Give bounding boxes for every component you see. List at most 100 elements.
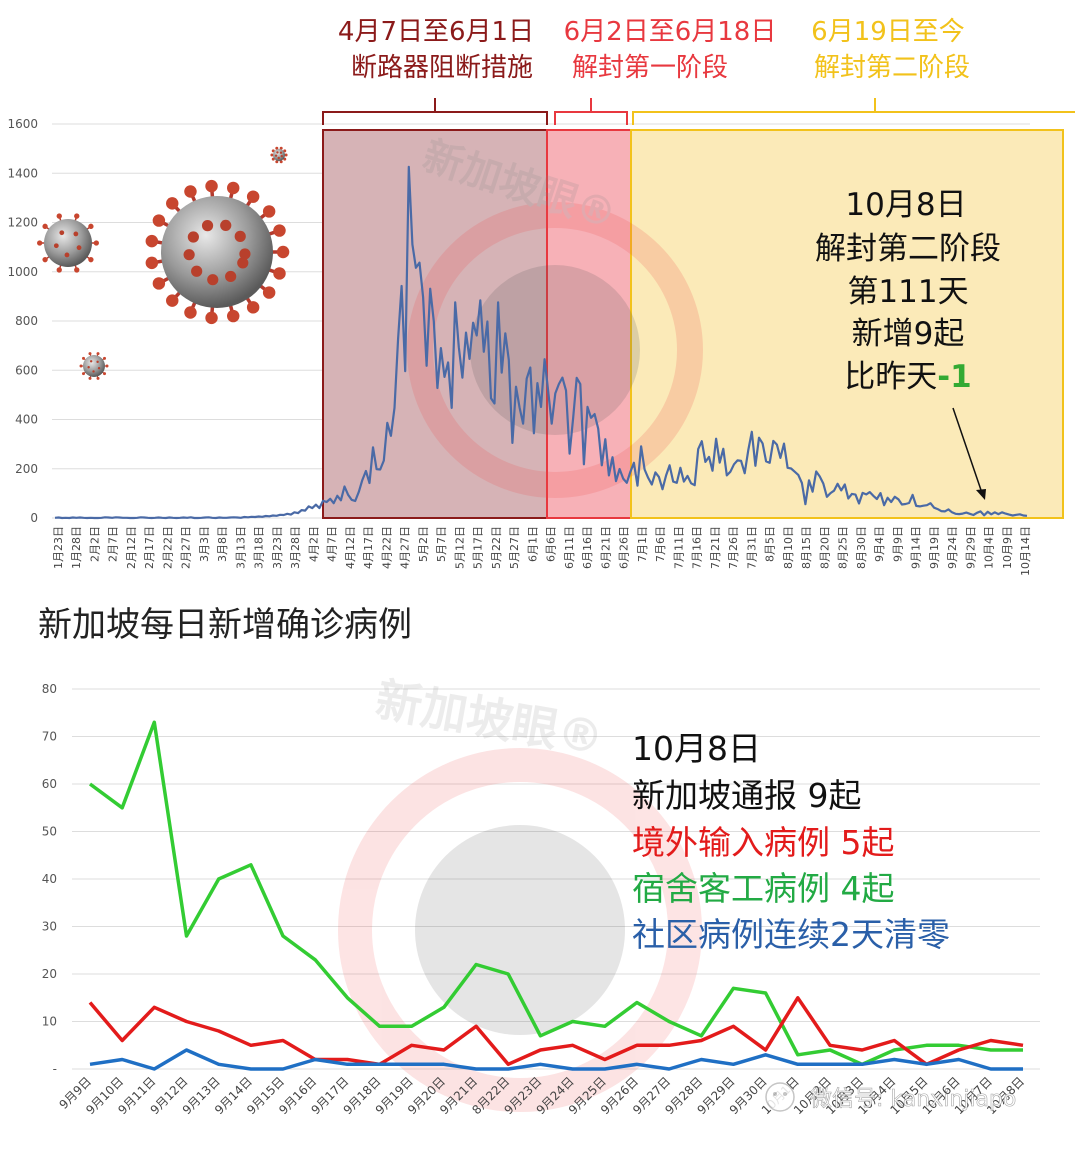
virus-spike-tip bbox=[205, 311, 218, 325]
top-x-tick-label: 8月25日 bbox=[837, 526, 850, 569]
top-x-tick-label: 3月18日 bbox=[253, 526, 266, 569]
virus-surface-spot bbox=[96, 360, 99, 364]
top-x-tick-label: 8月5日 bbox=[764, 526, 777, 562]
virus-spike-tip bbox=[96, 352, 100, 356]
phase3-range: 6月19日至今 bbox=[811, 17, 965, 47]
top-y-tick-label: 600 bbox=[15, 363, 38, 377]
top-x-tick-label: 8月15日 bbox=[800, 526, 813, 569]
top-y-tick-label: 200 bbox=[15, 462, 38, 476]
virus-spike-tip bbox=[166, 294, 179, 307]
top-x-tick-label: 10月14日 bbox=[1019, 526, 1032, 576]
top-x-tick-label: 6月6日 bbox=[545, 526, 558, 562]
top-x-tick-label: 9月4日 bbox=[873, 526, 886, 562]
bottom-y-tick-label: 30 bbox=[42, 920, 57, 934]
virus-body bbox=[273, 149, 285, 161]
virus-spike-tip bbox=[283, 149, 287, 153]
top-x-tick-label: 9月19日 bbox=[928, 526, 941, 569]
virus-surface-spot bbox=[225, 270, 237, 283]
top-y-axis: 0 200 400 600 800 1000 1200 1400 1600 bbox=[7, 117, 38, 525]
phase2-range: 6月2日至6月18日 bbox=[564, 17, 777, 47]
top-annot-date: 10月8日 bbox=[845, 187, 966, 223]
top-x-tick-label: 3月8日 bbox=[216, 526, 229, 562]
bottom-series bbox=[88, 720, 1024, 1071]
virus-spike-tip bbox=[273, 267, 286, 280]
virus-spike-tip bbox=[226, 309, 240, 323]
top-x-tick-label: 4月7日 bbox=[326, 526, 339, 562]
bottom-annot-total: 新加坡通报 9起 bbox=[632, 776, 862, 815]
virus-surface-spot bbox=[276, 151, 279, 154]
bottom-y-axis: - 10 20 30 40 50 60 70 80 bbox=[42, 682, 57, 1076]
virus-spike-tip bbox=[88, 376, 92, 380]
virus-surface-spot bbox=[220, 219, 232, 231]
phase3-region bbox=[630, 129, 1064, 519]
virus-spike-tip bbox=[93, 240, 99, 246]
virus-spike-tip bbox=[246, 301, 260, 314]
virus-spike-tip bbox=[246, 190, 260, 203]
virus-spike-tip bbox=[42, 223, 48, 230]
virus-spike-tip bbox=[56, 213, 62, 219]
bottom-y-tick-label: 70 bbox=[42, 730, 57, 744]
virus-icon-small-left bbox=[37, 213, 99, 273]
virus-spike-tip bbox=[273, 224, 286, 237]
virus-spike-tip bbox=[81, 372, 85, 376]
virus-spike-tip bbox=[279, 146, 283, 150]
top-x-tick-label: 9月14日 bbox=[910, 526, 923, 569]
chart-title: 新加坡每日新增确诊病例 bbox=[38, 605, 412, 645]
top-y-tick-label: 0 bbox=[30, 511, 38, 525]
virus-spike-tip bbox=[81, 356, 85, 360]
virus-spike-tip bbox=[74, 213, 80, 219]
virus-spike-tip bbox=[279, 160, 283, 164]
virus-surface-spot bbox=[187, 231, 199, 243]
top-x-tick-label: 5月7日 bbox=[435, 526, 448, 562]
virus-icon-large bbox=[145, 179, 290, 325]
top-x-tick-label: 2月17日 bbox=[143, 526, 156, 569]
virus-surface-spot bbox=[237, 257, 249, 269]
top-y-tick-label: 1400 bbox=[7, 166, 38, 180]
top-x-tick-label: 10月4日 bbox=[983, 526, 996, 569]
annotation-arrow bbox=[952, 407, 986, 500]
virus-spike-tip bbox=[79, 364, 83, 368]
top-x-tick-label: 6月21日 bbox=[599, 526, 612, 569]
top-x-tick-label: 6月1日 bbox=[526, 526, 539, 562]
top-y-tick-label: 1600 bbox=[7, 117, 38, 131]
top-x-tick-label: 4月12日 bbox=[344, 526, 357, 569]
virus-surface-spot bbox=[277, 156, 280, 160]
top-x-tick-label: 7月21日 bbox=[709, 526, 722, 569]
bottom-y-tick-label: 10 bbox=[42, 1015, 57, 1029]
virus-spike-tip bbox=[88, 352, 92, 356]
virus-surface-spot bbox=[64, 252, 70, 258]
virus-body bbox=[44, 219, 92, 267]
top-y-tick-label: 800 bbox=[15, 314, 38, 328]
top-x-tick-label: 4月22日 bbox=[380, 526, 393, 569]
virus-spike-tip bbox=[103, 356, 107, 360]
top-series-line bbox=[54, 165, 1028, 520]
top-x-tick-label: 8月30日 bbox=[855, 526, 868, 569]
top-x-tick-label: 5月17日 bbox=[472, 526, 485, 569]
bottom-gridlines bbox=[72, 688, 1040, 1070]
top-annot-new: 新增9起 bbox=[852, 316, 965, 352]
virus-surface-spot bbox=[87, 366, 90, 369]
top-x-axis: 1月23日 1月28日 2月2日 2月7日 2月12日 2月17日 2月22日 2月27日 3月… bbox=[52, 526, 1032, 576]
top-x-tick-label: 7月6日 bbox=[654, 526, 667, 562]
top-x-tick-label: 7月16日 bbox=[691, 526, 704, 569]
phase-braces bbox=[322, 98, 1075, 125]
virus-surface-spot bbox=[239, 248, 251, 260]
bottom-y-tick-label: 60 bbox=[42, 777, 57, 791]
virus-surface-spot bbox=[53, 243, 59, 249]
phase2-region bbox=[546, 129, 632, 519]
top-x-tick-label: 2月22日 bbox=[161, 526, 174, 569]
bottom-y-tick-label: 50 bbox=[42, 825, 57, 839]
top-x-tick-label: 1月28日 bbox=[70, 526, 83, 569]
virus-icon-tiny bbox=[79, 352, 109, 380]
virus-surface-spot bbox=[274, 154, 278, 157]
top-x-tick-label: 5月22日 bbox=[490, 526, 503, 569]
virus-spike-tip bbox=[262, 286, 276, 299]
virus-spike-tip bbox=[283, 157, 287, 161]
top-x-tick-label: 3月3日 bbox=[198, 526, 211, 562]
virus-surface-spot bbox=[97, 366, 101, 370]
top-x-tick-label: 5月2日 bbox=[417, 526, 430, 562]
phase2-name: 解封第一阶段 bbox=[572, 53, 728, 83]
